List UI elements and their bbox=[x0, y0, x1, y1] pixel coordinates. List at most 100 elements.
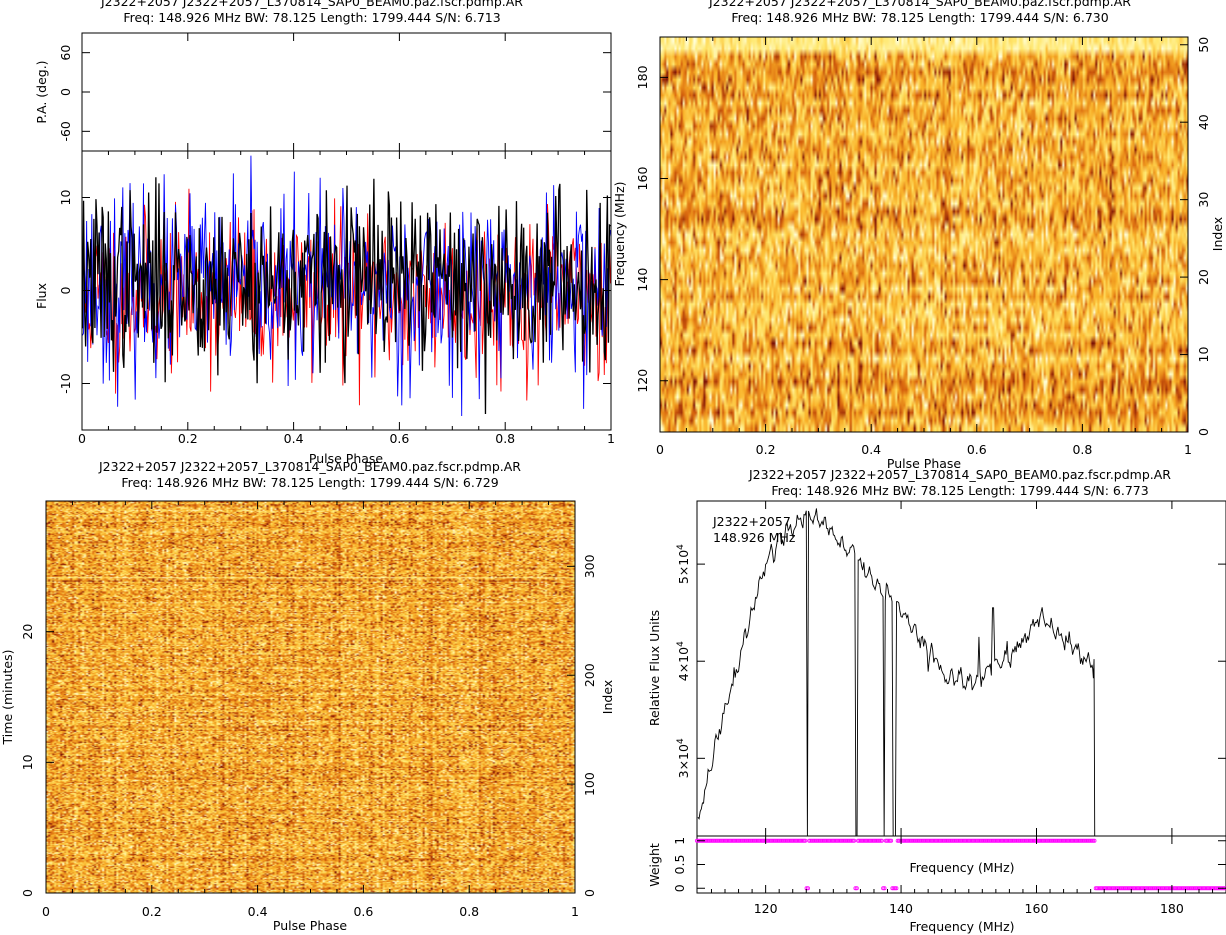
weight-marker bbox=[731, 838, 736, 843]
weight-marker bbox=[1166, 886, 1171, 891]
weight-marker bbox=[856, 838, 861, 843]
weight-marker bbox=[985, 838, 990, 843]
weight-marker bbox=[831, 838, 836, 843]
weight-marker bbox=[1063, 838, 1068, 843]
weight-marker bbox=[726, 838, 731, 843]
weight-marker bbox=[1018, 838, 1023, 843]
weight-marker bbox=[1047, 838, 1052, 843]
profile-series-line bbox=[82, 188, 611, 406]
weight-marker bbox=[1069, 838, 1074, 843]
weight-marker bbox=[1209, 886, 1214, 891]
weight-marker bbox=[761, 838, 766, 843]
weight-marker bbox=[1141, 886, 1146, 891]
weight-marker bbox=[1207, 886, 1212, 891]
bandpass-ytick-label-text: 5×104 bbox=[676, 544, 691, 584]
profile-xtick-label: 0.6 bbox=[389, 431, 409, 446]
weight-marker bbox=[1022, 838, 1027, 843]
weight-marker bbox=[853, 886, 858, 891]
weights-inner-xlabel: Frequency (MHz) bbox=[909, 860, 1014, 875]
weight-marker bbox=[1190, 886, 1195, 891]
weight-marker bbox=[1105, 886, 1110, 891]
profile-ylabel: Flux bbox=[34, 283, 49, 309]
weight-marker bbox=[842, 838, 847, 843]
weight-marker bbox=[1003, 838, 1008, 843]
weight-marker bbox=[800, 838, 805, 843]
weight-marker bbox=[728, 838, 733, 843]
bandpass-ylabel: Relative Flux Units bbox=[647, 610, 662, 726]
weight-marker bbox=[916, 838, 921, 843]
weight-marker bbox=[960, 838, 965, 843]
weight-marker bbox=[891, 886, 896, 891]
weight-marker bbox=[716, 838, 721, 843]
weight-marker bbox=[799, 838, 804, 843]
weight-marker bbox=[924, 838, 929, 843]
time-phase-xtick-label: 0.4 bbox=[248, 904, 268, 919]
weight-marker bbox=[816, 838, 821, 843]
weight-marker bbox=[738, 838, 743, 843]
time-phase-xtick-label: 0 bbox=[42, 904, 50, 919]
weight-marker bbox=[956, 838, 961, 843]
weight-marker bbox=[1153, 886, 1158, 891]
weight-marker bbox=[758, 838, 763, 843]
weights-ylabel: Weight bbox=[647, 843, 662, 887]
profile-xtick-label: 0 bbox=[78, 431, 86, 446]
weight-marker bbox=[1023, 838, 1028, 843]
weight-marker bbox=[949, 838, 954, 843]
weight-marker bbox=[918, 838, 923, 843]
weight-marker bbox=[1038, 838, 1043, 843]
weight-marker bbox=[927, 838, 932, 843]
weight-marker bbox=[1013, 838, 1018, 843]
weight-marker bbox=[1030, 838, 1035, 843]
weight-marker bbox=[893, 886, 898, 891]
weight-marker bbox=[1151, 886, 1156, 891]
weight-marker bbox=[992, 838, 997, 843]
weight-marker bbox=[1117, 886, 1122, 891]
weight-marker bbox=[1122, 886, 1127, 891]
weight-marker bbox=[1155, 886, 1160, 891]
weight-marker bbox=[739, 838, 744, 843]
profile-title: J2322+2057 J2322+2057_L370814_SAP0_BEAM0… bbox=[101, 0, 523, 9]
profile-xtick-label: 0.4 bbox=[284, 431, 304, 446]
weight-marker bbox=[751, 838, 756, 843]
weight-marker bbox=[1172, 886, 1177, 891]
weight-marker bbox=[710, 838, 715, 843]
weight-marker bbox=[1179, 886, 1184, 891]
weight-marker bbox=[996, 838, 1001, 843]
weight-marker bbox=[1062, 838, 1067, 843]
weight-marker bbox=[838, 838, 843, 843]
freq-phase-ytick-right-label: 20 bbox=[1196, 269, 1211, 285]
weight-marker bbox=[1149, 886, 1154, 891]
weight-marker bbox=[862, 838, 867, 843]
time-phase-ytick-label: 10 bbox=[20, 754, 35, 770]
weight-marker bbox=[1136, 886, 1141, 891]
weight-marker bbox=[961, 838, 966, 843]
weight-marker bbox=[714, 838, 719, 843]
weight-marker bbox=[874, 838, 879, 843]
weight-marker bbox=[750, 838, 755, 843]
weight-marker bbox=[1200, 886, 1205, 891]
weight-marker bbox=[745, 838, 750, 843]
weight-marker bbox=[887, 838, 892, 843]
profile-ytick-label: 10 bbox=[58, 190, 73, 206]
weight-marker bbox=[968, 838, 973, 843]
weight-marker bbox=[1040, 838, 1045, 843]
time-phase-ylabel: Time (minutes) bbox=[0, 650, 15, 746]
weight-marker bbox=[1211, 886, 1216, 891]
weight-marker bbox=[973, 838, 978, 843]
weight-marker bbox=[779, 838, 784, 843]
weight-marker bbox=[841, 838, 846, 843]
weight-marker bbox=[1029, 838, 1034, 843]
weight-marker bbox=[787, 838, 792, 843]
weight-marker bbox=[754, 838, 759, 843]
weight-marker bbox=[1042, 838, 1047, 843]
weight-marker bbox=[1095, 886, 1100, 891]
weight-marker bbox=[919, 838, 924, 843]
weight-marker bbox=[1046, 838, 1051, 843]
weight-marker bbox=[797, 838, 802, 843]
bandpass-ytick-label-text: 3×104 bbox=[676, 738, 691, 778]
weight-marker bbox=[1128, 886, 1133, 891]
weight-marker bbox=[1132, 886, 1137, 891]
weight-marker bbox=[1085, 838, 1090, 843]
weight-marker bbox=[753, 838, 758, 843]
weight-marker bbox=[984, 838, 989, 843]
